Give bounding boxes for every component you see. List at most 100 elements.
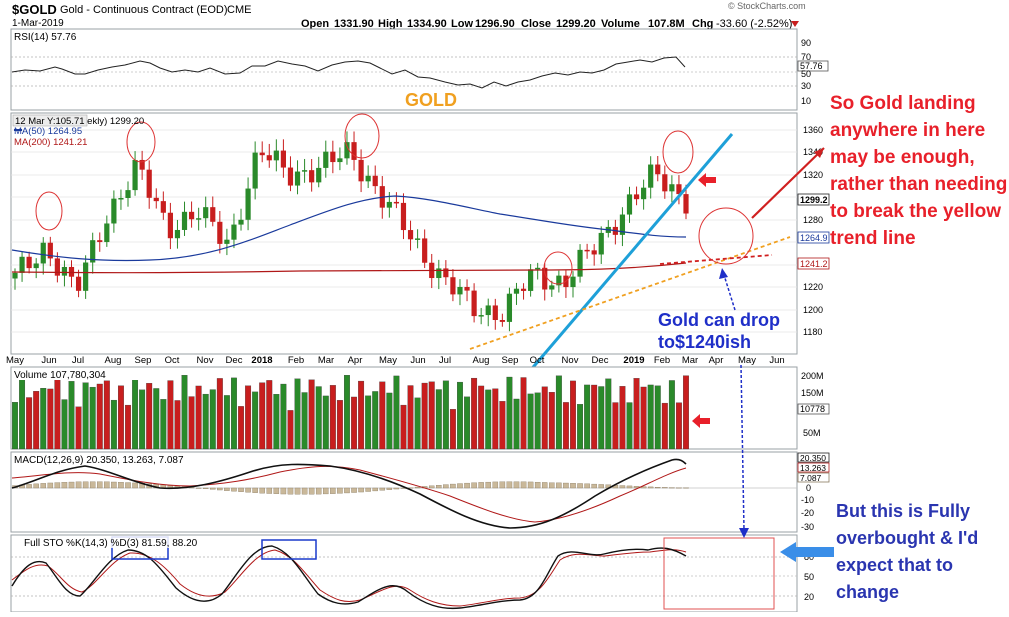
volume-bar: [534, 392, 541, 450]
candle-body: [577, 249, 583, 277]
sto-k-line: [11, 545, 687, 610]
candle-body: [648, 164, 654, 188]
volume-bar: [19, 376, 26, 450]
volume-bar: [471, 377, 478, 450]
candle-body: [450, 277, 456, 295]
macd-histogram-bar: [591, 483, 597, 489]
chg-value: -33.60 (-2.52%): [716, 18, 792, 30]
overbought-arrow-icon: [780, 542, 834, 562]
volume-bar: [174, 400, 181, 450]
macd-histogram-bar: [365, 487, 371, 492]
annotation-pointer-red: [751, 147, 825, 219]
volume-bar: [365, 395, 372, 450]
volume-bar: [252, 391, 259, 450]
x-tick-label: Apr: [709, 355, 724, 366]
ma50-badge-value: 1264.9: [800, 233, 828, 243]
volume-bar: [125, 404, 131, 450]
volume-bar: [492, 388, 499, 450]
volume-bar: [160, 399, 167, 450]
volume-bar: [167, 380, 174, 450]
volume-bar: [675, 402, 682, 450]
ma200-badge-value: 1241.2: [800, 259, 828, 269]
macd-tick-m10: -10: [801, 495, 814, 505]
candle-body: [203, 207, 209, 219]
rsi-tick-70: 70: [801, 52, 811, 62]
volume-bar: [266, 380, 273, 450]
x-tick-label: Mar: [318, 355, 334, 366]
candle-body: [97, 240, 103, 243]
volume-bar: [421, 382, 428, 450]
macd-histogram-bar: [217, 487, 223, 491]
macd-histogram-bar: [210, 487, 216, 490]
macd-histogram-bar: [301, 487, 308, 495]
candle-body: [167, 212, 173, 239]
x-tick-label: Jun: [769, 355, 784, 366]
candle-body: [330, 151, 336, 163]
volume-bar: [562, 402, 569, 450]
peak-circle-5: [662, 130, 694, 174]
macd-histogram-bar: [344, 487, 350, 494]
candle-body: [443, 268, 449, 278]
volume-bar: [506, 376, 513, 450]
volume-bar: [231, 377, 237, 450]
candle-body: [499, 320, 505, 322]
close-value: 1299.20: [556, 18, 596, 30]
volume-bar: [216, 378, 223, 450]
volume-bar: [647, 384, 654, 450]
ma200-projection: [659, 254, 773, 265]
x-tick-label: Dec: [592, 355, 609, 366]
candle-body: [626, 194, 633, 215]
drop-dotted-arrow-head: [719, 268, 728, 279]
macd-badge-1: [797, 452, 830, 463]
macd-histogram-bar: [26, 484, 32, 489]
volume-label: Volume 107,780,304: [14, 370, 106, 381]
volume-bar: [541, 386, 548, 450]
macd-label-bg: [13, 453, 243, 465]
macd-signal-line: [11, 465, 687, 523]
macd-histogram-bar: [351, 487, 357, 493]
rsi-panel-frame: [10, 28, 798, 111]
volume-bar: [336, 400, 343, 450]
annotation-pointer-red-head: [814, 148, 824, 158]
candle-body: [252, 152, 258, 189]
macd-histogram-bar: [202, 487, 209, 489]
low-value: 1296.90: [475, 18, 515, 30]
candle-body: [68, 266, 75, 277]
macd-histogram-bar: [647, 486, 654, 489]
candle-body: [316, 167, 322, 183]
volume-bar: [96, 383, 103, 450]
yellow-trend-line: [469, 236, 791, 350]
volume-bar: [612, 402, 619, 450]
volume-bar: [548, 392, 555, 450]
high-label: High: [378, 18, 403, 30]
sto-d-line: [11, 549, 687, 607]
price-tick-1280: 1280: [803, 215, 823, 225]
volume-bar: [188, 396, 195, 450]
macd-histogram-bar: [372, 487, 378, 492]
volume-bar: [259, 382, 266, 450]
candle-body: [344, 142, 350, 159]
sto-label-bg: [22, 536, 242, 548]
macd-histogram-bar: [436, 485, 442, 489]
macd-histogram-bar: [520, 481, 527, 489]
macd-histogram-bar: [563, 482, 569, 489]
macd-histogram-bar: [224, 487, 230, 491]
macd-histogram-bar: [450, 483, 456, 489]
macd-badge-2: [797, 462, 830, 473]
volume-current-badge: [797, 403, 830, 415]
candle-body: [196, 218, 202, 220]
candle-body: [266, 155, 272, 161]
volume-bar: [435, 389, 442, 450]
volume-bar: [449, 409, 456, 450]
volume-bar: [442, 380, 449, 450]
high-value: 1334.90: [407, 18, 447, 30]
rsi-tick-50: 50: [801, 69, 811, 79]
low-label: Low: [451, 18, 473, 30]
macd-histogram-bar: [485, 481, 491, 489]
macd-label: MACD(12,26,9) 20.350, 13.263, 7.087: [14, 455, 184, 466]
volume-bar: [640, 386, 647, 450]
macd-histogram: [12, 481, 689, 495]
macd-histogram-bar: [577, 483, 583, 489]
volume-bar: [661, 402, 668, 450]
volume-bar: [40, 387, 47, 450]
